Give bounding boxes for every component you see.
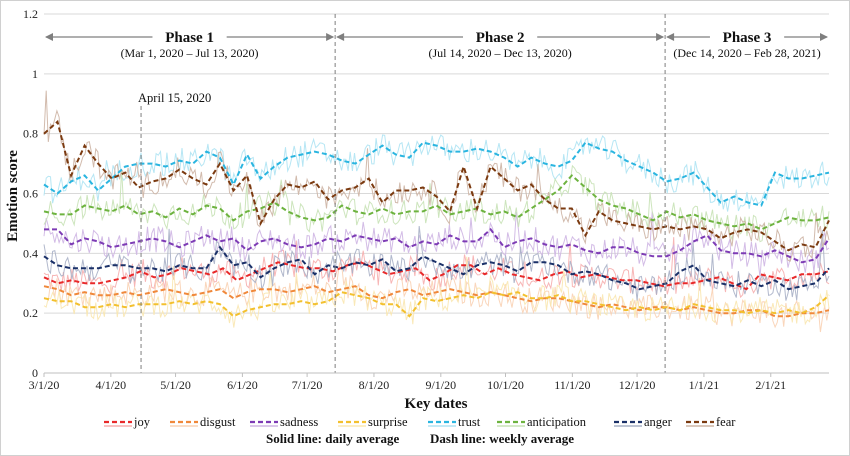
daily-line-joy [43, 237, 830, 299]
annotation-label: April 15, 2020 [138, 91, 211, 105]
legend-label-trust: trust [458, 415, 481, 429]
legend-label-surprise: surprise [368, 415, 408, 429]
weekly-line-trust [43, 141, 830, 207]
phase-date-range: (Dec 14, 2020 – Feb 28, 2021) [673, 46, 820, 60]
weekly-line-anticipation [43, 174, 830, 231]
legend-label-anticipation: anticipation [527, 415, 587, 429]
y-axis-title: Emotion score [5, 150, 21, 242]
daily-lines [43, 90, 830, 333]
y-tick-label: 1 [32, 67, 38, 81]
legend-label-anger: anger [644, 415, 673, 429]
phase-arrowhead-left [666, 33, 675, 41]
daily-line-fear [43, 90, 830, 262]
y-tick-label: 0.2 [23, 306, 38, 320]
phase-arrowhead-right [656, 33, 665, 41]
legend-label-joy: joy [133, 415, 151, 429]
weekly-line-joy [43, 261, 830, 291]
phase-title: Phase 2 [476, 30, 525, 46]
daily-line-surprise [43, 256, 830, 328]
phase-arrowhead-left [45, 33, 53, 41]
legend-note-solid: Solid line: daily average [266, 431, 399, 446]
y-tick-label: 0.6 [23, 187, 38, 201]
weekly-line-fear [43, 119, 830, 252]
phase-arrowhead-right [820, 33, 828, 41]
y-tick-label: 0.4 [23, 246, 38, 260]
phase-title: Phase 3 [723, 30, 772, 46]
daily-line-trust [43, 134, 830, 212]
legend-label-sadness: sadness [280, 415, 318, 429]
x-tick-label: 10/1/20 [487, 378, 524, 392]
weekly-line-sadness [44, 227, 830, 264]
weekly-lines [43, 119, 830, 318]
x-tick-label: 11/1/20 [554, 378, 590, 392]
axes: 0 0.2 0.4 0.6 0.8 1 1.2 3/1/20 4/1/20 5/1/20 6/1/2… [23, 7, 829, 392]
x-tick-label: 5/1/20 [160, 378, 191, 392]
daily-line-sadness [43, 211, 830, 278]
daily-line-anger [43, 225, 830, 301]
y-tick-label: 0.8 [23, 127, 38, 141]
legend-label-fear: fear [716, 415, 736, 429]
x-tick-label: 4/1/20 [96, 378, 127, 392]
weekly-line-anger [43, 245, 830, 291]
phase-date-range: (Jul 14, 2020 – Dec 13, 2020) [428, 46, 571, 60]
x-tick-label: 1/1/21 [689, 378, 720, 392]
y-tick-label: 1.2 [23, 7, 38, 21]
weekly-line-disgust [43, 285, 830, 318]
x-tick-label: 2/1/21 [755, 378, 786, 392]
legend-note-dash: Dash line: weekly average [430, 431, 574, 446]
x-tick-label: 6/1/20 [227, 378, 258, 392]
phase-date-range: (Mar 1, 2020 – Jul 13, 2020) [121, 46, 259, 60]
legend: joy disgust sadness surprise trust anticipati… [104, 415, 736, 429]
phase-title: Phase 1 [165, 30, 214, 46]
x-tick-label: 3/1/20 [29, 378, 60, 392]
x-tick-label: 7/1/20 [292, 378, 323, 392]
x-tick-label: 12/1/20 [619, 378, 656, 392]
phase-arrowhead-right [326, 33, 335, 41]
y-tick-label: 0 [32, 366, 38, 380]
gridlines [44, 13, 829, 314]
x-tick-label: 8/1/20 [359, 378, 390, 392]
legend-label-disgust: disgust [200, 415, 236, 429]
phase-arrowhead-left [336, 33, 345, 41]
x-tick-label: 9/1/20 [425, 378, 456, 392]
x-axis-title: Key dates [405, 396, 468, 412]
phase-markers: Phase 1(Mar 1, 2020 – Jul 13, 2020) Phase… [45, 14, 828, 373]
